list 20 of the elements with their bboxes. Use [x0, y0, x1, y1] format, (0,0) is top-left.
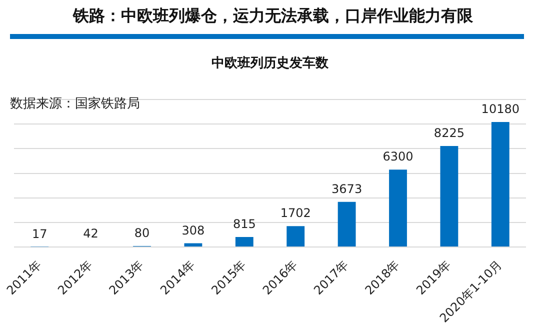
chart-title: 铁路：中欧班列爆仓，运力无法承载，口岸作业能力有限 — [72, 6, 474, 27]
bar — [235, 236, 254, 246]
data-label: 6300 — [382, 150, 414, 164]
data-label: 42 — [83, 226, 98, 241]
data-label: 308 — [182, 223, 205, 238]
bar — [338, 202, 356, 246]
data-label: 815 — [232, 217, 256, 232]
chart-subtitle: 中欧班列历史发车数 — [212, 55, 330, 72]
bar — [389, 170, 407, 246]
data-label: 17 — [32, 226, 48, 241]
bar — [286, 226, 305, 246]
annotation: 数据来源：国家铁路局 — [10, 95, 140, 112]
bar — [184, 243, 202, 246]
data-label: 10180 — [481, 102, 520, 116]
data-label: 8225 — [434, 126, 464, 140]
data-label: 1702 — [280, 206, 311, 220]
data-label: 3673 — [332, 182, 362, 196]
bar — [491, 122, 510, 246]
data-label: 80 — [134, 226, 150, 240]
bar — [440, 146, 458, 246]
